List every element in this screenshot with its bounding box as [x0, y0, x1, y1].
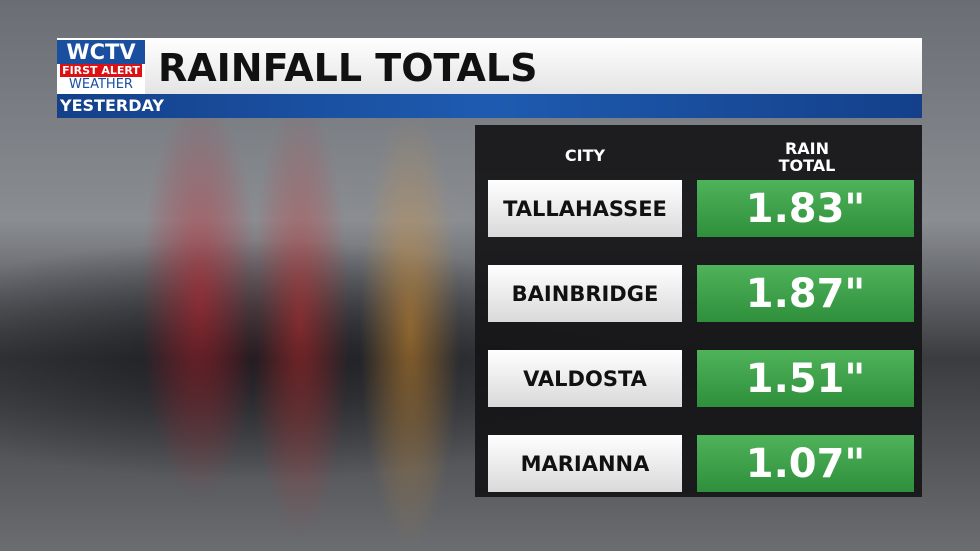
city-cell: TALLAHASSEE — [488, 180, 682, 237]
rain-total-cell: 1.87" — [697, 265, 914, 322]
column-header: RAIN TOTAL — [778, 139, 836, 175]
column-header: CITY — [564, 146, 606, 165]
title: RAINFALL TOTALS — [158, 46, 538, 90]
logo-product: WEATHER — [69, 77, 133, 92]
city-cell: BAINBRIDGE — [488, 265, 682, 322]
subtitle-bar — [57, 94, 922, 118]
title-bar — [57, 38, 922, 94]
rain-total-cell: 1.07" — [697, 435, 914, 492]
logo-brand: FIRST ALERT — [60, 64, 142, 77]
rain-total-cell: 1.51" — [697, 350, 914, 407]
logo-station: WCTV — [57, 40, 145, 64]
city-cell: MARIANNA — [488, 435, 682, 492]
subtitle: YESTERDAY — [60, 96, 164, 115]
rain-total-cell: 1.83" — [697, 180, 914, 237]
city-cell: VALDOSTA — [488, 350, 682, 407]
